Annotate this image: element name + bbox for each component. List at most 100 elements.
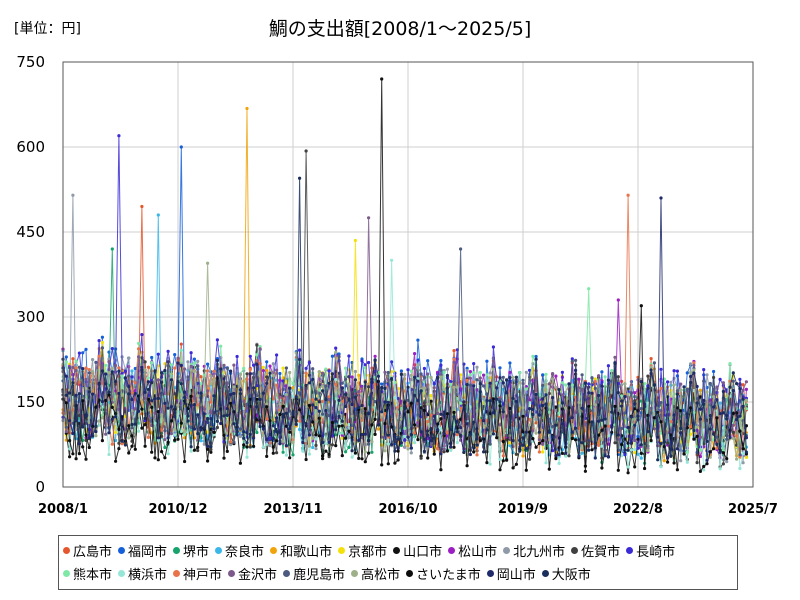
data-point — [360, 359, 364, 363]
legend-item: 熊本市 — [63, 562, 112, 585]
data-point — [449, 445, 453, 449]
data-point — [649, 368, 653, 372]
data-point — [307, 361, 311, 365]
data-point — [583, 381, 588, 385]
data-point — [156, 410, 160, 414]
data-point — [718, 377, 722, 381]
data-point — [143, 416, 147, 420]
data-point — [521, 414, 525, 418]
data-point — [265, 402, 269, 406]
data-point — [672, 369, 676, 373]
data-point — [541, 383, 545, 387]
data-point — [307, 433, 311, 437]
data-point — [636, 452, 640, 456]
data-point — [68, 439, 72, 443]
data-point — [675, 369, 680, 373]
data-point — [560, 393, 565, 397]
data-point — [120, 374, 124, 378]
data-point — [712, 432, 716, 436]
data-point — [685, 422, 689, 426]
data-point — [77, 365, 81, 369]
data-point — [439, 452, 443, 456]
data-point — [413, 366, 417, 370]
data-point — [718, 450, 722, 454]
x-tick-label: 2025/7 — [728, 502, 778, 517]
data-point — [225, 449, 229, 453]
data-point — [347, 445, 351, 449]
data-point — [606, 364, 611, 368]
legend-marker — [63, 570, 70, 577]
data-point — [544, 461, 548, 465]
data-point — [291, 394, 295, 398]
legend-marker — [283, 570, 291, 577]
data-point — [238, 427, 242, 431]
y-tick-label: 150 — [16, 393, 45, 411]
data-point — [87, 436, 91, 440]
data-point — [363, 407, 367, 411]
data-point — [100, 346, 104, 350]
data-point — [340, 386, 344, 390]
data-point — [304, 457, 308, 462]
data-point — [189, 445, 193, 449]
data-point — [583, 469, 588, 473]
data-point — [623, 453, 627, 457]
data-point — [639, 443, 643, 447]
data-point — [570, 423, 574, 427]
data-point — [114, 430, 118, 435]
data-point — [373, 432, 377, 436]
data-point — [235, 354, 239, 359]
data-point — [689, 425, 693, 429]
data-point — [248, 372, 252, 376]
legend-label: 和歌山市 — [280, 545, 333, 560]
data-point — [127, 356, 131, 360]
data-point — [416, 358, 420, 362]
data-point — [330, 420, 334, 425]
data-point — [695, 461, 699, 465]
data-point — [534, 354, 538, 359]
data-point — [321, 384, 325, 388]
data-point — [202, 393, 206, 397]
legend-item: さいたま市 — [406, 562, 481, 585]
data-point — [265, 437, 269, 442]
data-point — [702, 464, 706, 469]
data-point — [623, 411, 627, 415]
data-point — [209, 447, 213, 452]
data-point — [183, 367, 187, 371]
data-point — [426, 359, 430, 363]
data-point — [731, 389, 735, 393]
data-point — [110, 347, 114, 351]
data-point — [275, 411, 279, 415]
data-point — [445, 431, 449, 435]
data-point — [186, 360, 190, 364]
data-point — [120, 442, 124, 446]
data-point — [94, 405, 98, 409]
data-point — [537, 413, 542, 417]
data-point — [721, 381, 726, 385]
data-point — [107, 393, 111, 397]
data-point — [445, 412, 449, 416]
data-point — [137, 341, 141, 345]
data-point — [301, 449, 305, 453]
data-point — [593, 441, 597, 445]
data-point — [606, 424, 611, 428]
data-point — [537, 430, 542, 434]
data-point — [192, 396, 196, 400]
data-point — [330, 372, 334, 376]
data-point — [554, 385, 558, 389]
data-point — [623, 448, 627, 452]
data-point — [557, 461, 561, 465]
data-point — [432, 452, 436, 456]
data-point — [521, 454, 525, 458]
data-point — [314, 433, 318, 437]
data-point — [452, 433, 456, 437]
data-point — [436, 428, 440, 432]
data-point — [261, 365, 265, 369]
data-point — [524, 441, 528, 445]
data-point — [117, 441, 121, 445]
data-point — [110, 442, 114, 446]
data-point — [442, 447, 446, 451]
data-point — [104, 432, 108, 436]
data-point — [281, 387, 285, 392]
data-point — [337, 398, 341, 402]
data-point — [396, 446, 400, 450]
